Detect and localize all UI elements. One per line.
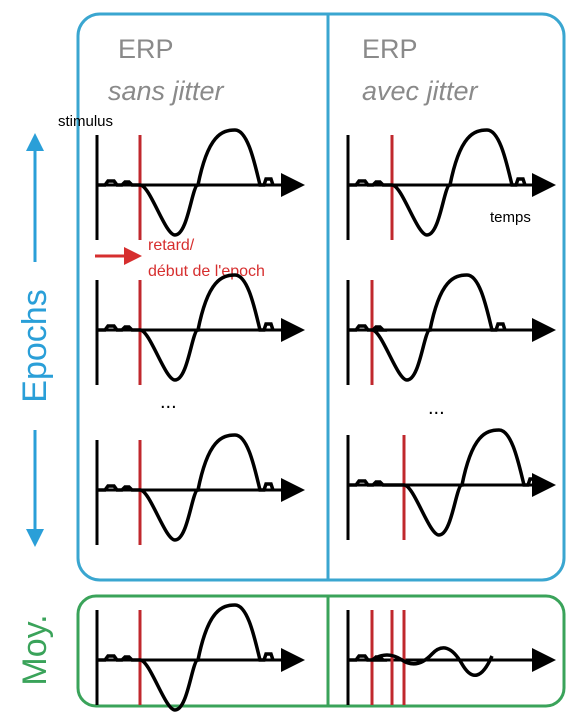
delay-label: début de l'epoch <box>148 263 265 280</box>
average-box <box>76 594 566 708</box>
delay-label: retard/ <box>148 237 195 254</box>
ellipsis: ... <box>428 397 445 419</box>
column-subtitle: sans jitter <box>108 76 225 106</box>
waveform <box>348 128 527 237</box>
waveform <box>348 646 494 677</box>
waveform <box>348 428 539 537</box>
waveform <box>97 603 275 712</box>
epochs-label: Epochs <box>16 289 54 402</box>
waveform <box>97 433 275 542</box>
time-label: temps <box>490 209 531 226</box>
column-subtitle: avec jitter <box>362 76 479 106</box>
column-title: ERP <box>362 34 418 64</box>
column-title: ERP <box>118 34 174 64</box>
waveform <box>97 273 275 382</box>
ellipsis: ... <box>160 391 177 413</box>
waveform <box>348 273 507 382</box>
average-label: Moy. <box>16 614 54 685</box>
waveform <box>97 128 275 237</box>
stimulus-label: stimulus <box>58 113 113 130</box>
epochs-box <box>76 12 566 582</box>
